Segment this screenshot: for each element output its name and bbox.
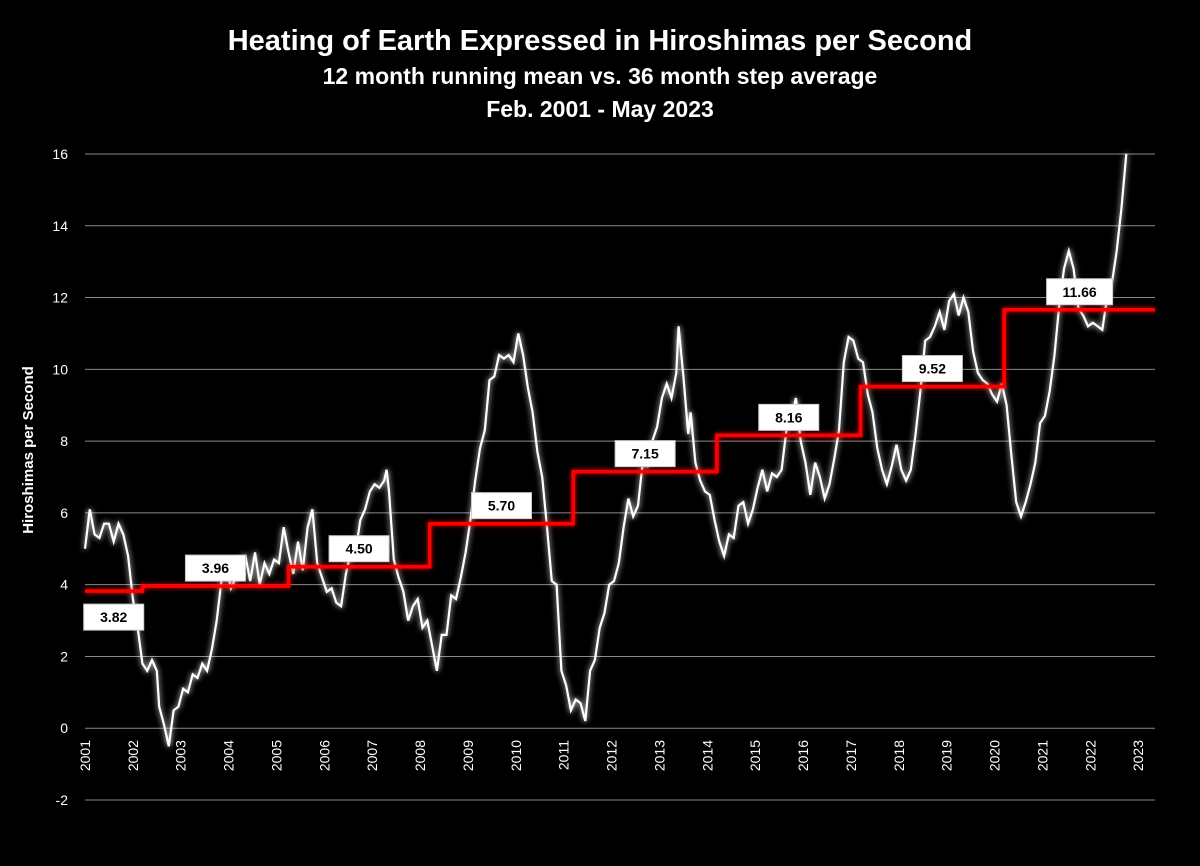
series-line-step-average <box>85 308 1155 593</box>
y-tick-label: 16 <box>52 146 68 162</box>
step-label-box <box>471 492 533 520</box>
step-label: 3.82 <box>83 603 145 631</box>
x-tick-label: 2008 <box>412 740 428 771</box>
x-tick-label: 2014 <box>699 740 715 771</box>
y-tick-label: 8 <box>60 433 68 449</box>
y-axis-ticks: -2 0 2 4 6 8 10 12 14 16 <box>52 146 68 808</box>
step-label: 11.66 <box>1046 278 1114 306</box>
gridlines <box>85 153 1155 801</box>
step-label-text: 5.70 <box>488 498 515 514</box>
step-value-labels: 3.82 3.96 4.50 5.70 7.15 8.16 9.52 11.66 <box>83 278 1114 631</box>
chart-subtitle: 12 month running mean vs. 36 month step … <box>322 63 878 89</box>
step-label: 9.52 <box>901 355 963 383</box>
step-label-text: 8.16 <box>775 409 802 425</box>
x-tick-label: 2022 <box>1082 740 1098 771</box>
x-tick-label: 2009 <box>460 740 476 771</box>
x-tick-label: 2013 <box>651 740 667 771</box>
y-tick-label: 4 <box>60 577 68 593</box>
x-tick-label: 2006 <box>316 740 332 771</box>
x-axis-ticks: 2001 2002 2003 2004 2005 2006 2007 2008 2009 2010… <box>77 740 1146 771</box>
x-tick-label: 2018 <box>891 740 907 771</box>
x-tick-label: 2003 <box>173 740 189 771</box>
x-tick-label: 2015 <box>747 740 763 771</box>
y-tick-label: 0 <box>60 720 68 736</box>
x-tick-label: 2010 <box>508 740 524 771</box>
step-label-text: 3.96 <box>202 560 229 576</box>
step-label-box <box>901 355 963 383</box>
step-label-text: 4.50 <box>345 541 372 557</box>
step-label-box <box>614 440 676 468</box>
x-tick-label: 2019 <box>939 740 955 771</box>
x-tick-label: 2016 <box>795 740 811 771</box>
step-label-box <box>758 403 820 431</box>
step-label-box <box>1046 278 1114 306</box>
y-tick-label: 6 <box>60 505 68 521</box>
x-tick-label: 2012 <box>604 740 620 771</box>
step-label-text: 9.52 <box>919 361 946 377</box>
x-tick-label: 2011 <box>556 740 572 770</box>
x-tick-label: 2021 <box>1034 740 1050 771</box>
y-tick-label: 2 <box>60 648 68 664</box>
chart-date-range: Feb. 2001 - May 2023 <box>486 96 714 122</box>
chart-title: Heating of Earth Expressed in Hiroshimas… <box>227 25 973 57</box>
x-tick-label: 2004 <box>221 740 237 771</box>
step-label-box <box>328 535 390 563</box>
y-tick-label: 12 <box>52 290 68 306</box>
y-tick-label: 14 <box>52 218 68 234</box>
step-label-text: 7.15 <box>632 446 659 462</box>
step-label-text: 11.66 <box>1062 284 1096 300</box>
x-tick-label: 2020 <box>987 740 1003 771</box>
step-label: 5.70 <box>471 492 533 520</box>
series-line-running-mean <box>83 153 1128 747</box>
x-tick-label: 2005 <box>268 740 284 771</box>
step-label: 3.96 <box>184 554 246 582</box>
step-label: 4.50 <box>328 535 390 563</box>
x-tick-label: 2001 <box>77 740 93 771</box>
step-label-box <box>184 554 246 582</box>
step-label: 8.16 <box>758 403 820 431</box>
step-label-text: 3.82 <box>100 609 127 625</box>
step-label-box <box>83 603 145 631</box>
x-tick-label: 2002 <box>125 740 141 771</box>
x-tick-label: 2007 <box>364 740 380 771</box>
y-tick-label: -2 <box>56 792 69 808</box>
y-tick-label: 10 <box>52 361 68 377</box>
x-tick-label: 2023 <box>1130 740 1146 771</box>
step-label: 7.15 <box>614 440 676 468</box>
x-tick-label: 2017 <box>843 740 859 771</box>
chart-titles: Heating of Earth Expressed in Hiroshimas… <box>0 22 1200 126</box>
